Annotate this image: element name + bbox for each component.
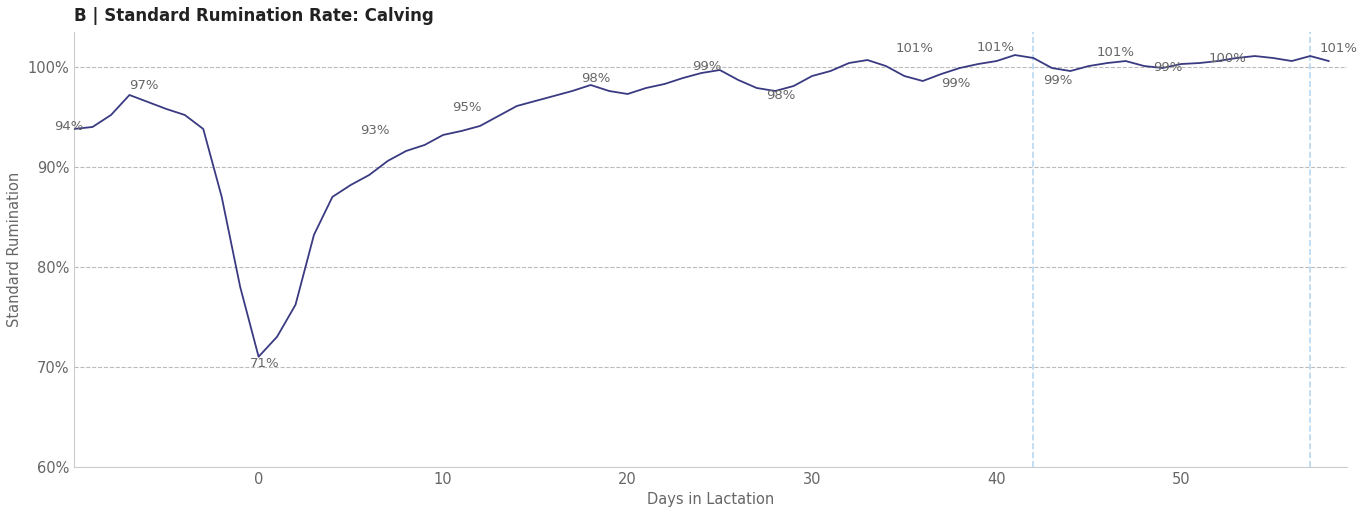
Text: 100%: 100% [1209, 52, 1247, 65]
Text: 95%: 95% [452, 101, 482, 114]
Text: 99%: 99% [1043, 74, 1072, 87]
Text: 93%: 93% [360, 124, 390, 137]
Text: 71%: 71% [249, 357, 279, 370]
Text: 98%: 98% [767, 89, 795, 102]
Text: 97%: 97% [130, 79, 159, 92]
Text: 99%: 99% [942, 77, 971, 90]
Text: 101%: 101% [895, 42, 934, 55]
Text: B | Standard Rumination Rate: Calving: B | Standard Rumination Rate: Calving [74, 7, 434, 25]
Text: 99%: 99% [693, 60, 721, 73]
Text: 101%: 101% [1320, 42, 1358, 55]
Text: 98%: 98% [582, 72, 611, 85]
X-axis label: Days in Lactation: Days in Lactation [648, 492, 775, 507]
Text: 94%: 94% [53, 120, 84, 134]
Y-axis label: Standard Rumination: Standard Rumination [7, 172, 22, 327]
Text: 101%: 101% [1097, 46, 1135, 59]
Text: 101%: 101% [977, 41, 1014, 54]
Text: 99%: 99% [1154, 61, 1183, 74]
